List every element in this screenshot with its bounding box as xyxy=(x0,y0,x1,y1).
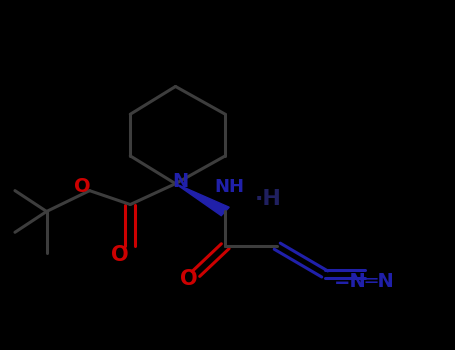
Text: NH: NH xyxy=(214,178,244,196)
Text: O: O xyxy=(75,177,91,196)
Text: O: O xyxy=(111,245,129,265)
Text: =N═N: =N═N xyxy=(334,272,394,292)
Text: N: N xyxy=(172,173,188,191)
Polygon shape xyxy=(176,184,229,216)
Text: O: O xyxy=(180,269,198,289)
Text: ·H: ·H xyxy=(255,189,282,209)
